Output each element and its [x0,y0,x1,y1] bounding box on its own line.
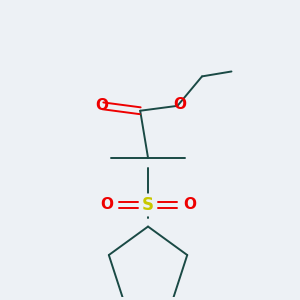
Text: S: S [142,196,154,214]
Text: O: O [100,197,113,212]
Text: O: O [183,197,196,212]
Text: O: O [95,98,108,113]
Text: O: O [173,98,186,112]
